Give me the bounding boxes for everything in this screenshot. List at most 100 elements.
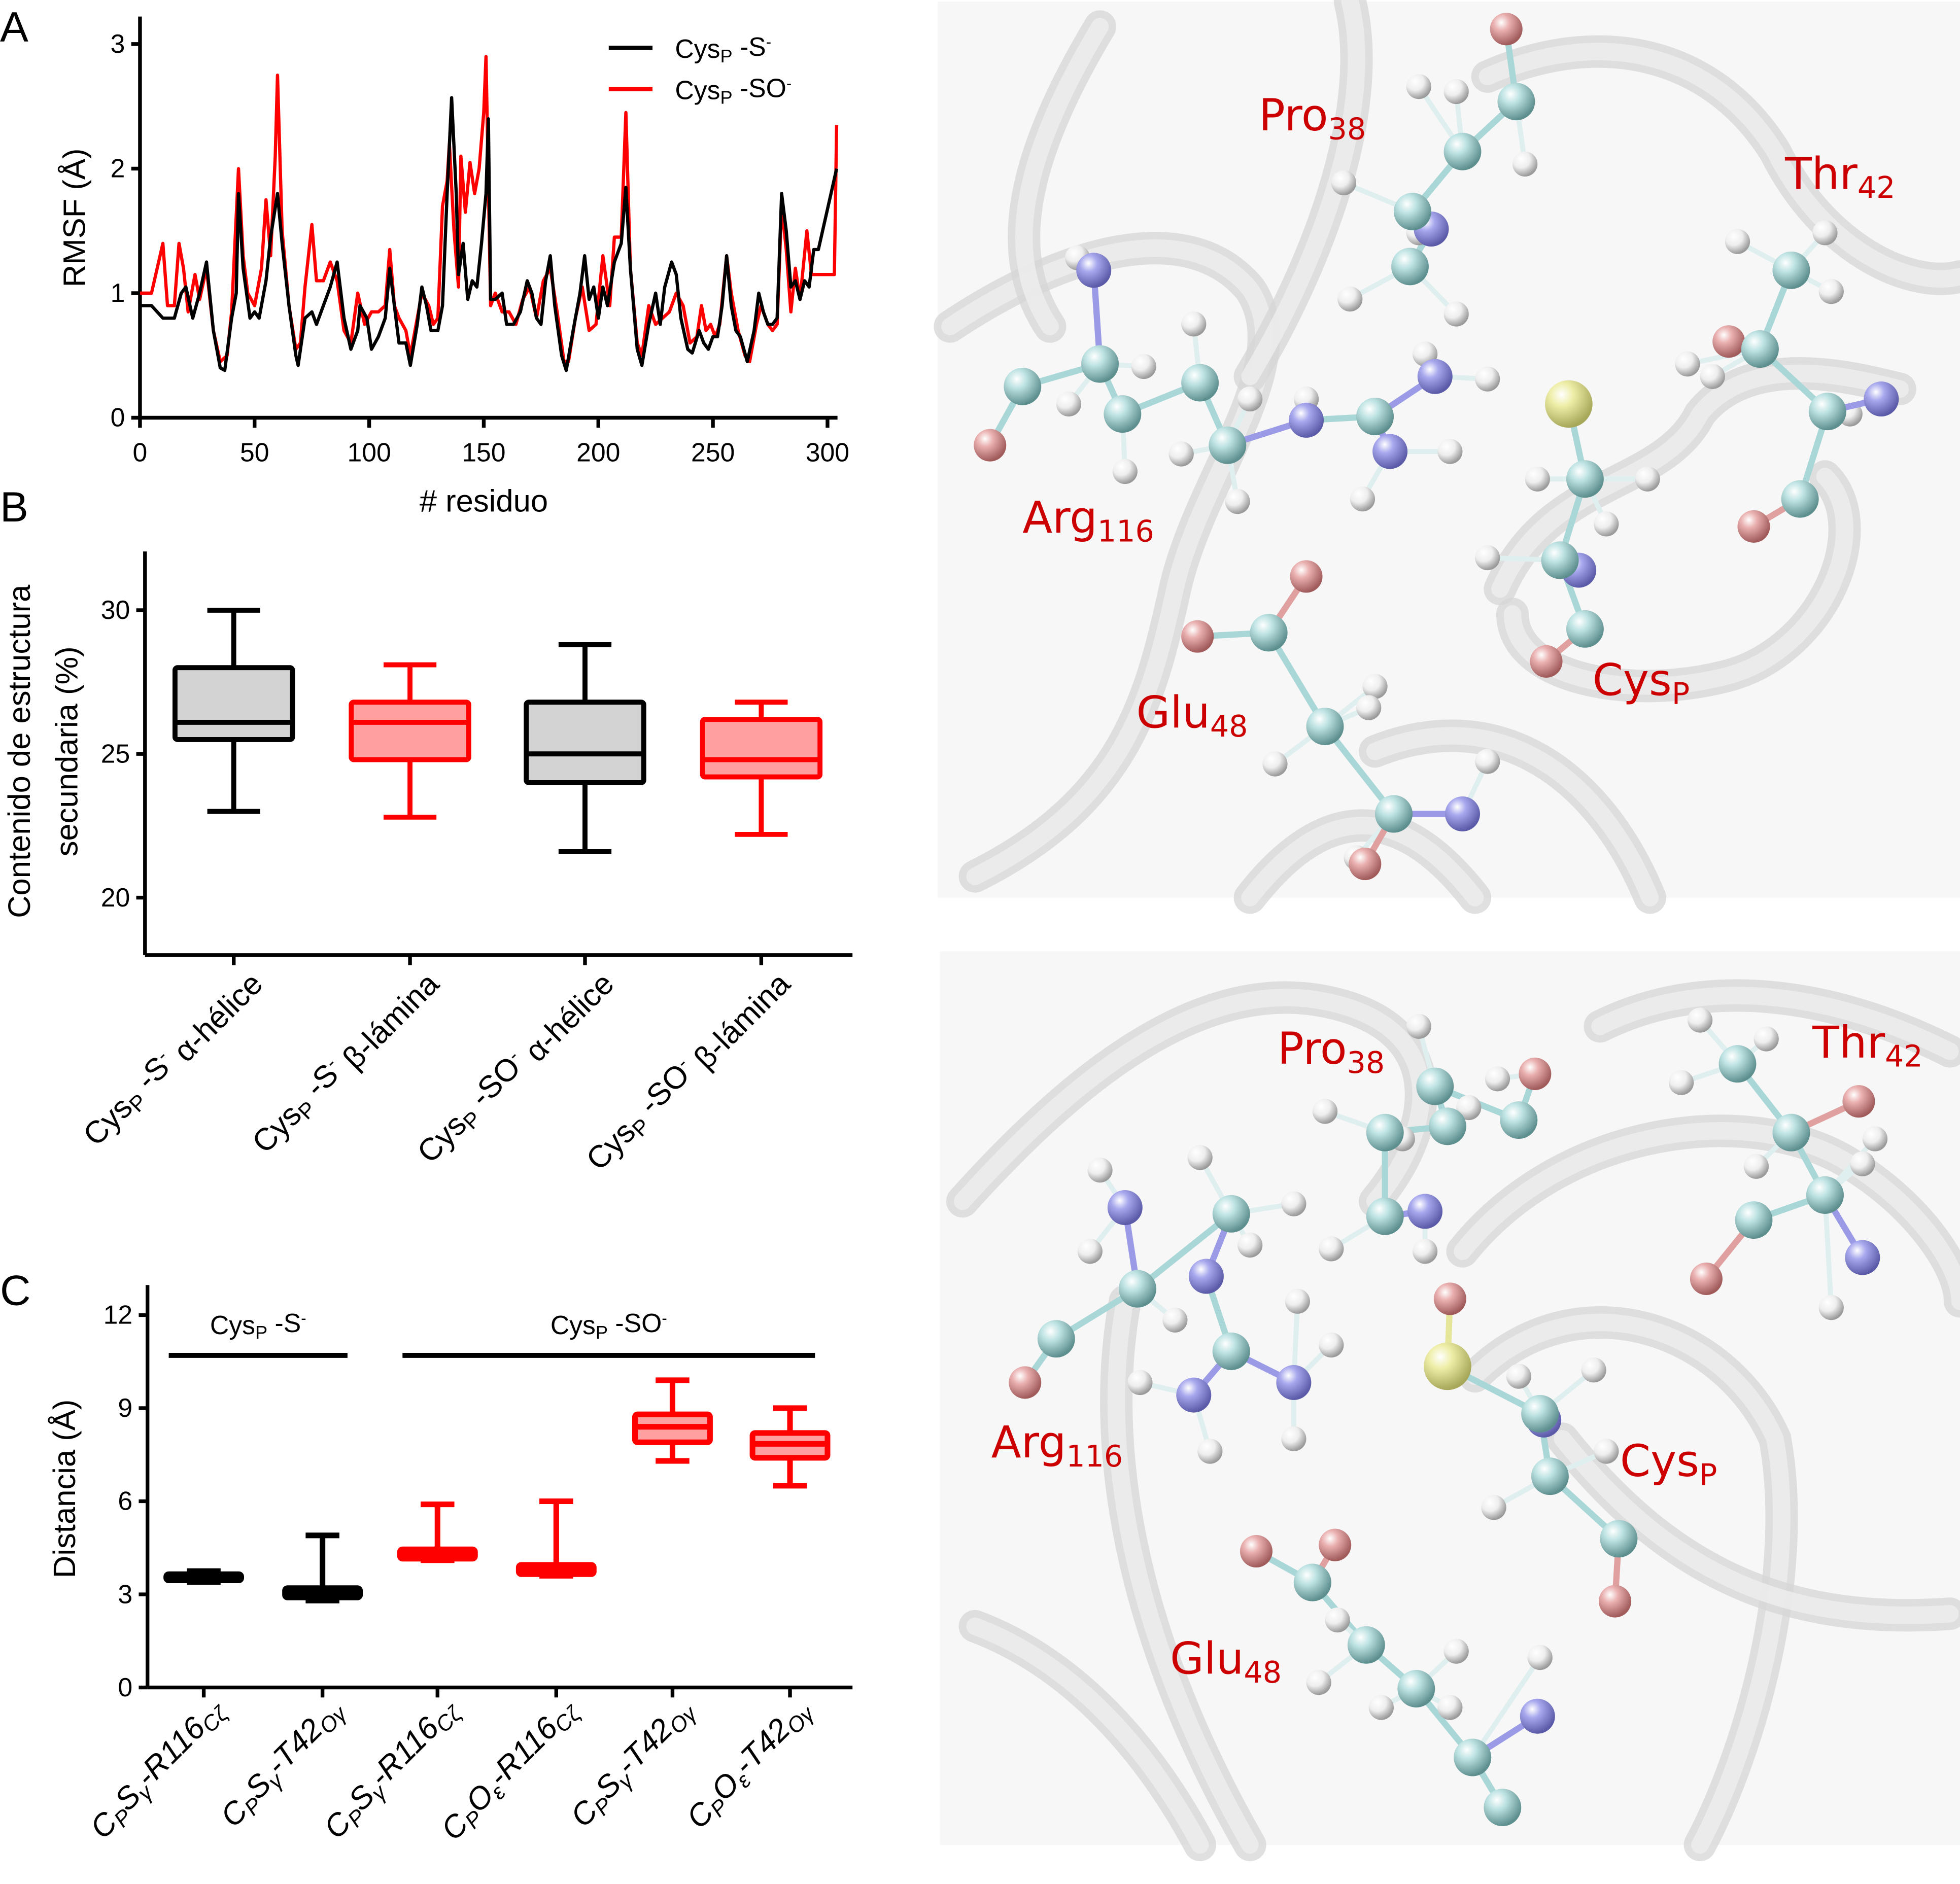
oxygen-atom: [1737, 510, 1770, 543]
hydrogen-atom: [1237, 1232, 1263, 1258]
hydrogen-atom: [1485, 1066, 1510, 1092]
oxygen-atom: [1712, 325, 1745, 358]
hydrogen-atom: [1181, 311, 1207, 337]
hydrogen-atom: [1506, 1364, 1531, 1389]
residue-number: 116: [1066, 1439, 1123, 1474]
nitrogen-atom: [1864, 381, 1899, 417]
label-part: β-lámina: [330, 966, 446, 1082]
x-tick-label: 250: [691, 438, 735, 467]
y-tick-label: 1: [111, 278, 125, 307]
carbon-atom: [1541, 541, 1579, 579]
box-iqr: [700, 717, 823, 780]
carbon-atom: [1356, 398, 1394, 435]
carbon-atom: [1366, 1113, 1404, 1152]
label-part: P: [596, 1322, 608, 1343]
box-4: [700, 700, 823, 837]
carbon-atom: [1718, 1045, 1757, 1083]
x-tick-label: 150: [462, 438, 505, 467]
residue-name: Cys: [1593, 655, 1672, 706]
box-6: [749, 1405, 831, 1489]
residue-arg-nh2: [1350, 398, 1463, 512]
hydrogen-atom: [1187, 1145, 1213, 1170]
ribbon-highlight: [1591, 987, 1959, 1060]
ribbon-highlight: [1366, 727, 1659, 906]
oxygen-atom: [974, 429, 1007, 462]
label-part: -S: [733, 32, 766, 61]
bond: [1136, 1211, 1233, 1292]
hydrogen-atom: [1127, 1370, 1153, 1395]
series-line: [140, 96, 839, 372]
carbon-atom: [1004, 367, 1042, 405]
residue-label-cys: CysP: [1620, 1436, 1717, 1492]
residue-glu-n: [1454, 1698, 1555, 1776]
label-part: P: [720, 87, 732, 108]
label-part: Cys: [210, 1310, 255, 1340]
label-part: -: [786, 74, 792, 92]
residue-thr-n: [1806, 1176, 1880, 1275]
box-5: [632, 1377, 713, 1464]
bond: [1470, 1656, 1542, 1759]
x-tick-label: CP​Sγ​-R116Cζ​: [80, 1691, 237, 1848]
residue-cys-n: [1541, 541, 1597, 588]
carbon-atom: [1428, 1107, 1466, 1145]
hydrogen-atom: [1406, 1014, 1431, 1039]
carbon-atom: [1366, 1197, 1404, 1235]
oxygen-atom: [1530, 645, 1563, 678]
carbon-atom: [1118, 1270, 1156, 1308]
hydrogen-atom: [1812, 220, 1838, 246]
residue-glu-o: [1250, 560, 1323, 652]
residue-label-pro: Pro38: [1278, 1024, 1385, 1080]
carbon-atom: [1772, 1113, 1810, 1152]
x-tick-label: CysP​ -S-​ α-hélice: [75, 961, 270, 1156]
carbon-atom: [1181, 364, 1219, 402]
hydrogen-atom: [1319, 1236, 1344, 1262]
hydrogen-atom: [1197, 1439, 1223, 1464]
carbon-atom: [1397, 1670, 1435, 1707]
ribbon-highlight: [1554, 1430, 1959, 1624]
box-2: [282, 1532, 363, 1603]
residue-label-pro: Pro38: [1259, 90, 1366, 147]
hydrogen-atom: [1581, 1357, 1606, 1383]
residue-name: Arg: [991, 1417, 1067, 1468]
residue-cys-n: [1521, 1395, 1562, 1438]
oxygen-atom: [1599, 1585, 1632, 1618]
residue-name: Arg: [1022, 493, 1097, 543]
hydrogen-atom: [1306, 1670, 1331, 1695]
hydrogen-atom: [1818, 1295, 1844, 1320]
nitrogen-atom: [1076, 253, 1112, 288]
ribbon-highlight: [1478, 43, 1960, 288]
label-part: P: [720, 46, 732, 66]
hydrogen-atom: [1443, 301, 1469, 327]
residue-number: P: [1699, 1458, 1717, 1492]
hydrogen-atom: [1456, 1095, 1482, 1121]
hydrogen-atom: [1368, 1695, 1394, 1720]
molecular-render-d: Pro38 Thr42 Arg116 Glu48 CysP: [934, 0, 1960, 914]
label-part: -S: [267, 1308, 301, 1338]
hydrogen-atom: [1362, 674, 1388, 699]
residue-name: Glu: [1170, 1633, 1244, 1684]
residue-arg-side: [1118, 1145, 1344, 1451]
box-iqr: [172, 665, 295, 742]
residue-glu-o: [1293, 1528, 1352, 1601]
residue-name: Cys: [1620, 1436, 1699, 1487]
nitrogen-atom: [1289, 402, 1324, 438]
group-label: CysP​ -SO-​: [551, 1308, 667, 1343]
label-part: α-hélice: [161, 966, 269, 1074]
oxygen-atom: [1349, 847, 1382, 881]
y-tick-label: 0: [118, 1672, 132, 1702]
y-tick-label: 12: [104, 1300, 133, 1330]
residue-label-thr: Thr42: [1812, 1018, 1922, 1074]
label-part: P: [255, 1322, 267, 1343]
hydrogen-atom: [1475, 749, 1500, 774]
nitrogen-atom: [1445, 796, 1480, 831]
x-tick-label: CysP​ -S-​ β-lámina: [244, 961, 446, 1163]
x-axis-title: # residuo: [420, 483, 548, 518]
residue-label-glu: Glu48: [1170, 1633, 1282, 1690]
residue-label-thr: Thr42: [1784, 149, 1895, 205]
box-3: [397, 1502, 478, 1563]
carbon-atom: [1808, 393, 1846, 431]
carbon-atom: [1393, 193, 1431, 230]
x-tick-label: 300: [806, 438, 849, 467]
hydrogen-atom: [1077, 1239, 1103, 1264]
